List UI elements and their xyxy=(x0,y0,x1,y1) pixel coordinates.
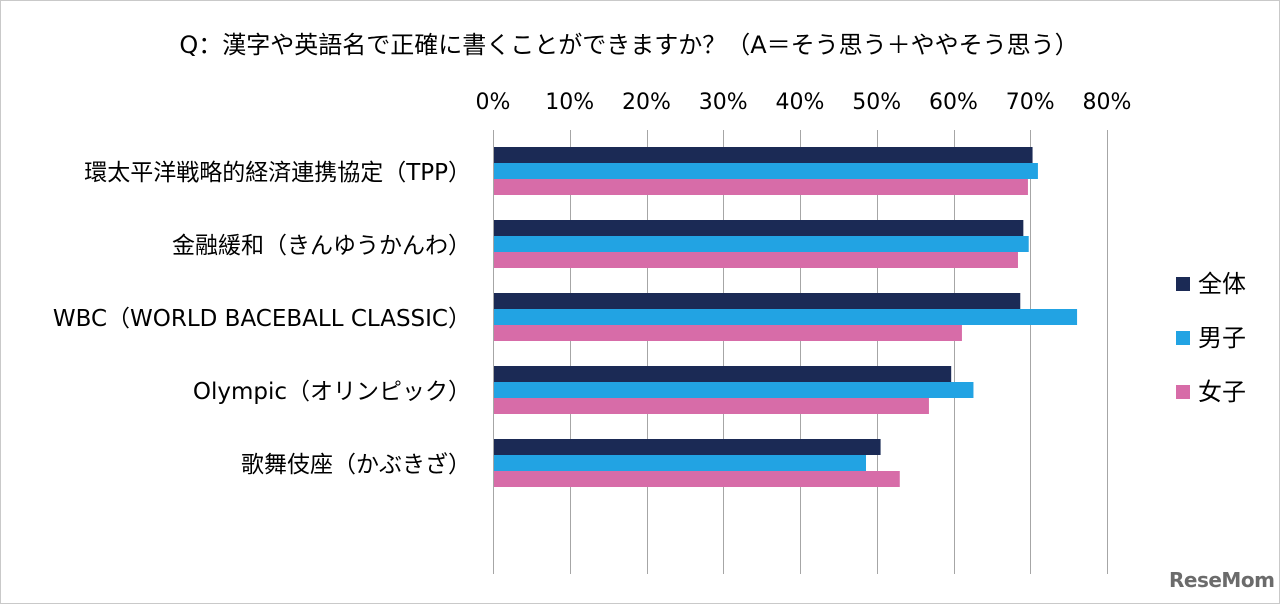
category-labels: 環太平洋戦略的経済連携協定（TPP） 金融緩和（きんゆうかんわ） WBC（WORLD… xyxy=(53,160,471,478)
legend-swatch xyxy=(1176,277,1190,291)
bar xyxy=(494,179,1028,195)
bar xyxy=(494,382,974,398)
legend-swatch xyxy=(1176,331,1190,345)
bar xyxy=(494,220,1024,236)
x-tick-label: 0% xyxy=(476,90,511,115)
bars xyxy=(494,147,1078,487)
bar xyxy=(494,309,1078,325)
category-label: 環太平洋戦略的経済連携協定（TPP） xyxy=(84,160,471,186)
category-label: WBC（WORLD BACEBALL CLASSIC） xyxy=(53,306,471,332)
bar xyxy=(494,471,900,487)
x-tick-label: 20% xyxy=(622,90,671,115)
category-label: Olympic（オリンピック） xyxy=(193,379,471,405)
bar xyxy=(494,147,1033,163)
x-axis-tick-labels: 0% 10% 20% 30% 40% 50% 60% 70% 80% xyxy=(476,90,1132,115)
x-tick-label: 70% xyxy=(1006,90,1055,115)
x-tick-label: 10% xyxy=(545,90,594,115)
legend-label: 女子 xyxy=(1198,378,1246,406)
bar xyxy=(494,163,1038,179)
x-tick-label: 40% xyxy=(776,90,825,115)
legend-swatch xyxy=(1176,385,1190,399)
x-tick-label: 60% xyxy=(929,90,978,115)
bar xyxy=(494,455,867,471)
bar xyxy=(494,398,929,414)
legend-label: 全体 xyxy=(1198,270,1246,298)
bar xyxy=(494,366,952,382)
x-tick-label: 80% xyxy=(1083,90,1132,115)
resemom-logo: ReseMom xyxy=(1169,568,1275,592)
category-label: 金融緩和（きんゆうかんわ） xyxy=(172,233,471,259)
x-tick-label: 50% xyxy=(852,90,901,115)
chart-title: Q：漢字や英語名で正確に書くことができますか？（A＝そう思う＋ややそう思う） xyxy=(179,31,1078,59)
x-tick-label: 30% xyxy=(699,90,748,115)
bar xyxy=(494,252,1018,268)
bar xyxy=(494,439,881,455)
legend-label: 男子 xyxy=(1198,324,1246,352)
category-label: 歌舞伎座（かぶきざ） xyxy=(241,451,471,478)
bar xyxy=(494,236,1029,252)
bar xyxy=(494,325,962,341)
gridlines xyxy=(493,130,1108,574)
bar xyxy=(494,293,1021,309)
